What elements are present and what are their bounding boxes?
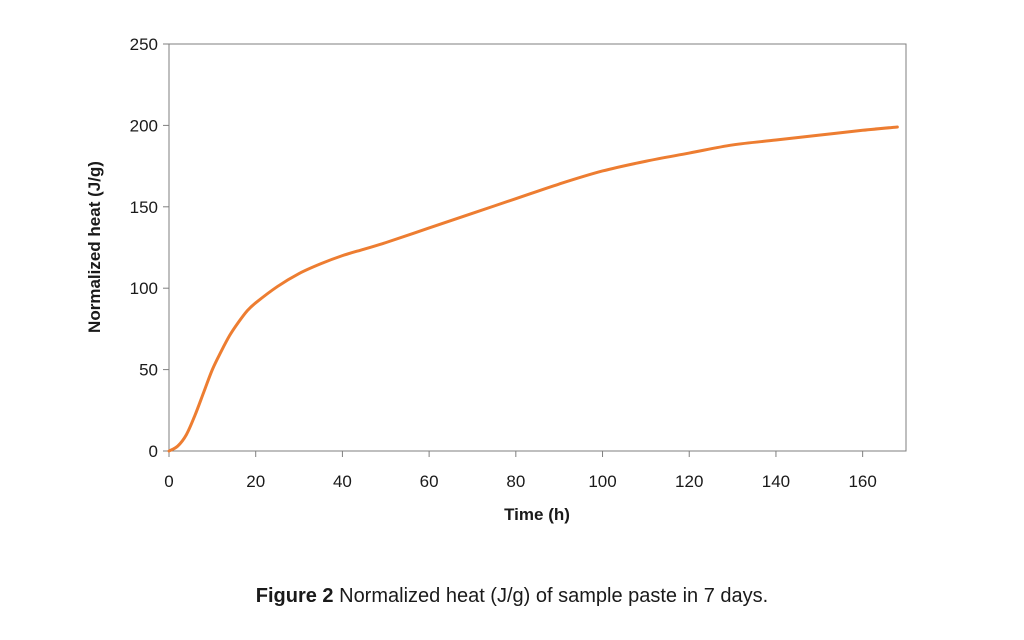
x-axis: 0 20 40 60 80 100 120 140 160	[164, 451, 877, 491]
x-tick-label: 60	[420, 472, 439, 491]
caption-text: Normalized heat (J/g) of sample paste in…	[333, 585, 769, 607]
x-tick-label: 20	[246, 472, 265, 491]
y-tick-label: 200	[130, 116, 158, 135]
series-line	[167, 125, 899, 453]
x-tick-label: 160	[848, 472, 876, 491]
x-tick-label: 80	[506, 472, 525, 491]
x-tick-label: 100	[588, 472, 616, 491]
x-tick-label: 140	[762, 472, 790, 491]
caption-label: Figure 2	[255, 585, 334, 607]
y-tick-label: 100	[130, 279, 158, 298]
figure-caption: Figure 2 Normalized heat (J/g) of sample…	[0, 585, 1024, 608]
y-tick-label: 150	[130, 198, 158, 217]
y-axis: 0 50 100 150 200 250	[130, 35, 169, 461]
x-tick-label: 40	[333, 472, 352, 491]
y-tick-label: 250	[130, 35, 158, 54]
plot-area	[168, 43, 907, 452]
y-tick-label: 0	[149, 442, 158, 461]
y-axis-label: Normalized heat (J/g)	[85, 161, 104, 333]
x-axis-label: Time (h)	[504, 505, 570, 524]
y-tick-label: 50	[139, 361, 158, 380]
x-tick-label: 120	[675, 472, 703, 491]
x-tick-label: 0	[164, 472, 173, 491]
